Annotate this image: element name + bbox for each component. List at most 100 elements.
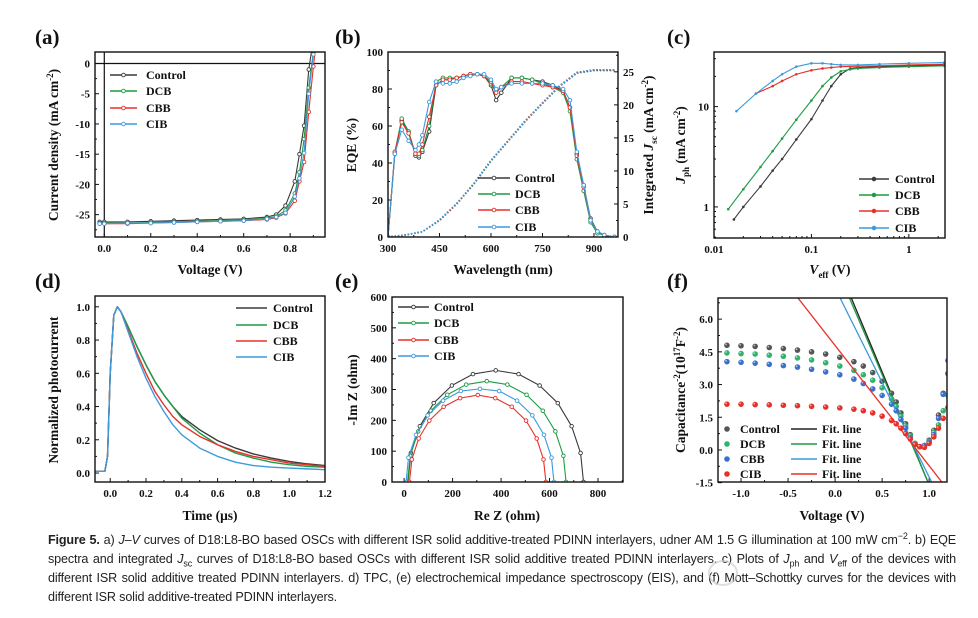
series-line-cib <box>99 52 315 225</box>
legend-label-control: Control <box>434 300 474 314</box>
y-axis-title: Jph (mA cm-2) <box>672 106 691 185</box>
data-point <box>821 99 824 102</box>
y-axis-title: Capacitance-2(1017F-2) <box>672 327 688 453</box>
data-point <box>125 220 130 226</box>
data-point <box>879 392 885 399</box>
legend-label-cib: CIB <box>895 221 916 235</box>
y-tick-label: 0.0 <box>76 468 90 480</box>
y-tick-label: 0.8 <box>76 335 90 347</box>
axis-title-part: Re Z (ohm) <box>474 508 540 523</box>
data-point <box>595 229 600 234</box>
data-point <box>780 72 784 76</box>
fit-line-cib <box>797 298 943 482</box>
data-point <box>555 400 561 406</box>
axis-title-part: ) <box>46 69 61 74</box>
data-point <box>540 81 545 86</box>
y-tick-label: 3.0 <box>699 380 713 392</box>
data-point <box>312 38 316 42</box>
legend-label-cib: CIB <box>273 350 294 364</box>
axis-title-part: -Im Z (ohm) <box>345 354 360 425</box>
legend-marker-dcb <box>411 320 416 326</box>
data-point-highlight <box>753 344 756 347</box>
legend-label-cbb: CBB <box>740 452 765 466</box>
x-tick-label: 300 <box>380 243 397 255</box>
data-point <box>766 352 773 358</box>
caption-text: sc <box>183 558 193 569</box>
y-tick-label: 40 <box>372 158 384 170</box>
data-point <box>839 69 843 73</box>
y-tick-label: 0 <box>378 232 384 244</box>
data-point <box>316 13 320 17</box>
data-point <box>931 434 937 440</box>
data-point <box>822 351 829 357</box>
data-point <box>499 90 504 95</box>
data-point <box>505 382 510 387</box>
figure-caption: Figure 5. a) J–V curves of D18:L8-BO bas… <box>48 531 956 607</box>
y-tick-label: 20 <box>623 100 635 112</box>
data-point-highlight <box>852 407 854 410</box>
data-point <box>537 383 542 388</box>
y-tick-label: 0 <box>623 232 629 244</box>
axis-title-part: EQE (%) <box>344 118 359 172</box>
data-point <box>433 79 439 84</box>
y-tick-label: -15 <box>75 149 90 161</box>
plot-area <box>95 13 325 237</box>
data-point <box>484 378 490 384</box>
x-tick-label: 1.0 <box>282 488 296 500</box>
data-point <box>830 84 833 88</box>
data-point <box>822 369 829 375</box>
series-line-cbb <box>388 73 615 237</box>
data-point <box>578 450 583 456</box>
data-point <box>759 165 762 169</box>
legend-marker-cbb <box>491 207 497 213</box>
series-line-control <box>99 52 312 223</box>
data-point <box>264 216 270 222</box>
data-point-highlight <box>837 372 840 375</box>
y-tick-label: 600 <box>371 292 388 304</box>
legend-label-control: Control <box>515 171 555 185</box>
axis-title-part: J <box>641 142 656 151</box>
data-point <box>869 410 876 416</box>
data-point <box>945 404 947 411</box>
data-point <box>851 406 857 412</box>
legend-fit-label: Fit. line <box>822 467 862 481</box>
legend-marker-cib <box>411 353 416 359</box>
data-point <box>426 99 432 105</box>
data-point <box>406 138 411 144</box>
data-point <box>836 354 843 361</box>
x-tick-label: 600 <box>483 243 500 255</box>
panel-d: (d) 0.0 0.2 0.4 0.6 0.8 1.0 1.2 0.0 0.2 0.4 0.6 0.8 1… <box>35 269 332 523</box>
axis-title-part: F <box>673 339 688 347</box>
data-point <box>431 400 436 406</box>
plot-frame <box>713 51 946 239</box>
data-point <box>780 353 787 360</box>
y-tick-label: 20 <box>372 195 384 207</box>
data-point <box>724 342 730 349</box>
data-point <box>399 127 404 132</box>
x-tick-label: 0.5 <box>875 488 889 500</box>
data-point <box>771 149 774 153</box>
plot-frame <box>391 296 624 483</box>
data-point <box>426 114 432 119</box>
caption-text: and <box>799 552 830 566</box>
series-line-control <box>407 369 585 482</box>
x-tick-label: 1 <box>906 244 912 256</box>
data-point <box>780 345 787 352</box>
data-point <box>724 358 730 365</box>
data-point-highlight <box>837 364 840 367</box>
panel-a: (a) 0.0 0.2 0.4 0.6 0.8 0 -5 -10 -15 -20 -25 Voltage… <box>35 13 326 277</box>
y-tick-label: -25 <box>75 210 90 222</box>
data-point <box>921 444 928 451</box>
caption-text: −2 <box>897 530 908 541</box>
data-point <box>794 355 801 361</box>
data-point <box>888 417 895 424</box>
data-point <box>856 67 860 70</box>
legend-marker-dcb <box>121 88 126 94</box>
plot-frame <box>717 297 948 483</box>
data-point <box>541 432 547 438</box>
data-point <box>524 392 529 397</box>
data-point-highlight <box>753 402 756 405</box>
axis-title-part: Current density (mA cm <box>46 80 61 221</box>
data-point <box>283 203 288 208</box>
data-point-highlight <box>870 370 873 373</box>
